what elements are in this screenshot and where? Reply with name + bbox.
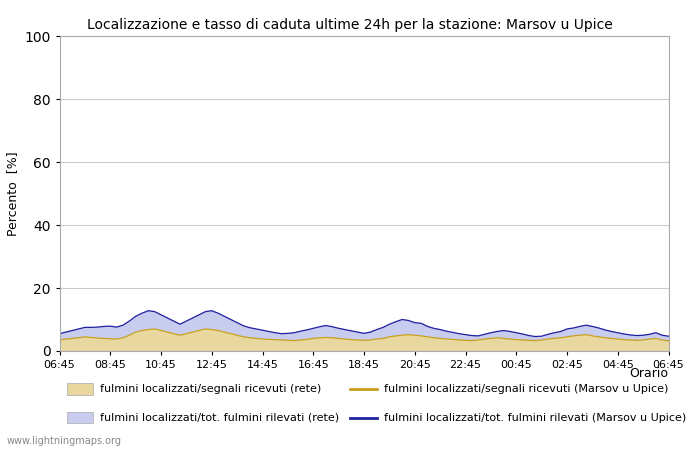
Text: www.lightningmaps.org: www.lightningmaps.org <box>7 436 122 446</box>
Text: fulmini localizzati/segnali ricevuti (rete): fulmini localizzati/segnali ricevuti (re… <box>100 384 321 394</box>
Text: fulmini localizzati/tot. fulmini rilevati (rete): fulmini localizzati/tot. fulmini rilevat… <box>100 413 340 423</box>
Y-axis label: Percento  [%]: Percento [%] <box>6 151 18 236</box>
Text: Orario: Orario <box>629 367 668 380</box>
Text: fulmini localizzati/tot. fulmini rilevati (Marsov u Upice): fulmini localizzati/tot. fulmini rilevat… <box>384 413 686 423</box>
Text: Localizzazione e tasso di caduta ultime 24h per la stazione: Marsov u Upice: Localizzazione e tasso di caduta ultime … <box>87 18 613 32</box>
Text: fulmini localizzati/segnali ricevuti (Marsov u Upice): fulmini localizzati/segnali ricevuti (Ma… <box>384 384 668 394</box>
